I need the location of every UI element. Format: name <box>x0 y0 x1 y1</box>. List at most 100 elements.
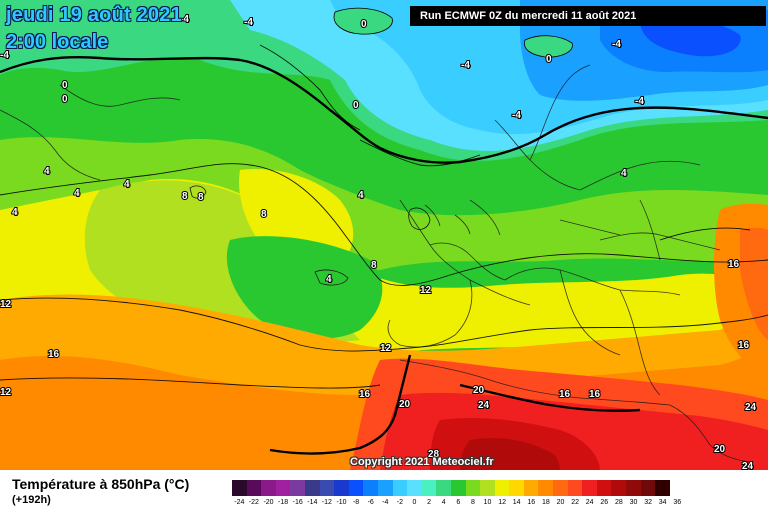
scale-swatch <box>450 480 466 496</box>
iso-label: 8 <box>198 192 204 203</box>
scale-swatch <box>421 480 437 496</box>
scale-swatch <box>275 480 291 496</box>
scale-swatch <box>480 480 495 496</box>
scale-label: -2 <box>396 499 404 506</box>
scale-swatch <box>582 480 597 496</box>
scale-label: 30 <box>629 499 638 506</box>
scale-swatch <box>553 480 568 496</box>
iso-label: 8 <box>182 191 188 202</box>
scale-swatch <box>669 480 685 496</box>
scale-label: -10 <box>336 499 347 506</box>
iso-label: -4 <box>612 39 621 50</box>
scale-label: -20 <box>263 499 274 506</box>
scale-swatch <box>494 480 510 496</box>
iso-label: 4 <box>358 190 364 201</box>
scale-label: 20 <box>556 499 565 506</box>
scale-swatch <box>640 480 656 496</box>
scale-label: -24 <box>234 499 245 506</box>
iso-label: 4 <box>44 166 50 177</box>
iso-label: 20 <box>473 385 485 396</box>
iso-label: 16 <box>738 340 750 351</box>
forecast-time: 2:00 locale <box>6 31 109 53</box>
iso-label: 24 <box>742 461 754 470</box>
scale-swatch <box>261 480 276 496</box>
copyright: Copyright 2021 Meteociel.fr <box>350 456 494 468</box>
scale-label: 36 <box>673 499 682 506</box>
scale-label: 0 <box>412 499 417 506</box>
iso-label: 16 <box>359 389 371 400</box>
scale-swatch <box>348 480 364 496</box>
scale-label: 6 <box>456 499 461 506</box>
iso-label: 16 <box>728 259 740 270</box>
scale-swatch <box>392 480 408 496</box>
iso-label: 16 <box>589 389 601 400</box>
legend-title: Température à 850hPa (°C) <box>12 476 190 492</box>
iso-label: 0 <box>353 100 359 111</box>
scale-swatch <box>334 480 349 496</box>
scale-label: 28 <box>614 499 623 506</box>
scale-label: 2 <box>427 499 432 506</box>
iso-label: -4 <box>461 60 470 71</box>
scale-label: 18 <box>541 499 550 506</box>
iso-label: 4 <box>74 188 80 199</box>
scale-label: -22 <box>248 499 259 506</box>
scale-label: 10 <box>483 499 492 506</box>
scale-swatch <box>232 480 247 496</box>
iso-label: 8 <box>261 209 267 220</box>
scale-label: 26 <box>600 499 609 506</box>
iso-label: 0 <box>62 80 68 91</box>
scale-label: 12 <box>498 499 506 506</box>
scale-swatch <box>363 480 378 496</box>
scale-swatch <box>304 480 320 496</box>
iso-label: 0 <box>361 19 367 30</box>
scale-label: -8 <box>352 499 360 506</box>
iso-label: 8 <box>371 260 377 271</box>
temperature-field: -4 -4 0 0 -4 -4 -4 0 -4 0 0 4 4 4 4 4 8 … <box>0 0 768 470</box>
iso-label: 4 <box>12 207 18 218</box>
iso-label: -4 <box>635 96 644 107</box>
iso-label: 0 <box>546 54 552 65</box>
forecast-date: jeudi 19 août 2021 <box>6 4 182 26</box>
weather-map: -4 -4 0 0 -4 -4 -4 0 -4 0 0 4 4 4 4 4 8 … <box>0 0 768 470</box>
run-info: Run ECMWF 0Z du mercredi 11 août 2021 <box>410 6 766 26</box>
iso-label: 12 <box>0 299 12 310</box>
scale-swatch <box>246 480 262 496</box>
scale-label: -16 <box>292 499 303 506</box>
scale-label: 22 <box>571 499 579 506</box>
iso-label: 4 <box>621 168 627 179</box>
scale-swatch <box>407 480 422 496</box>
scale-label: -18 <box>278 499 289 506</box>
iso-label: 28 <box>428 449 440 460</box>
iso-label: -4 <box>0 50 9 61</box>
scale-label: -4 <box>382 499 389 506</box>
iso-label: 24 <box>478 400 490 411</box>
scale-swatch <box>436 480 451 496</box>
iso-label: 20 <box>399 399 411 410</box>
scale-swatch <box>596 480 612 496</box>
scale-swatch <box>567 480 583 496</box>
iso-label: 16 <box>48 349 60 360</box>
iso-label: 4 <box>124 179 130 190</box>
scale-label: 14 <box>512 499 521 506</box>
iso-label: 0 <box>62 94 68 105</box>
iso-label: -4 <box>512 110 521 121</box>
iso-label: 24 <box>745 402 757 413</box>
scale-label: 8 <box>470 499 475 506</box>
scale-swatch <box>538 480 554 496</box>
scale-swatch <box>626 480 641 496</box>
iso-label: -4 <box>244 17 253 28</box>
scale-swatch <box>319 480 335 496</box>
iso-label: 16 <box>559 389 571 400</box>
scale-swatch <box>509 480 524 496</box>
color-scale-labels: -24 -22 -20 -18 -16 -14 -12 -10 -8 -6 -4 -2 0 2 4 6 8 10 1… <box>232 499 702 509</box>
scale-label: -14 <box>307 499 318 506</box>
scale-label: 24 <box>585 499 594 506</box>
iso-label: 12 <box>420 285 432 296</box>
scale-swatch <box>611 480 627 496</box>
scale-label: 16 <box>527 499 536 506</box>
scale-label: -12 <box>321 499 332 506</box>
scale-swatch <box>523 480 539 496</box>
iso-label: 12 <box>0 387 12 398</box>
iso-label: 20 <box>714 444 726 455</box>
scale-swatch <box>290 480 305 496</box>
